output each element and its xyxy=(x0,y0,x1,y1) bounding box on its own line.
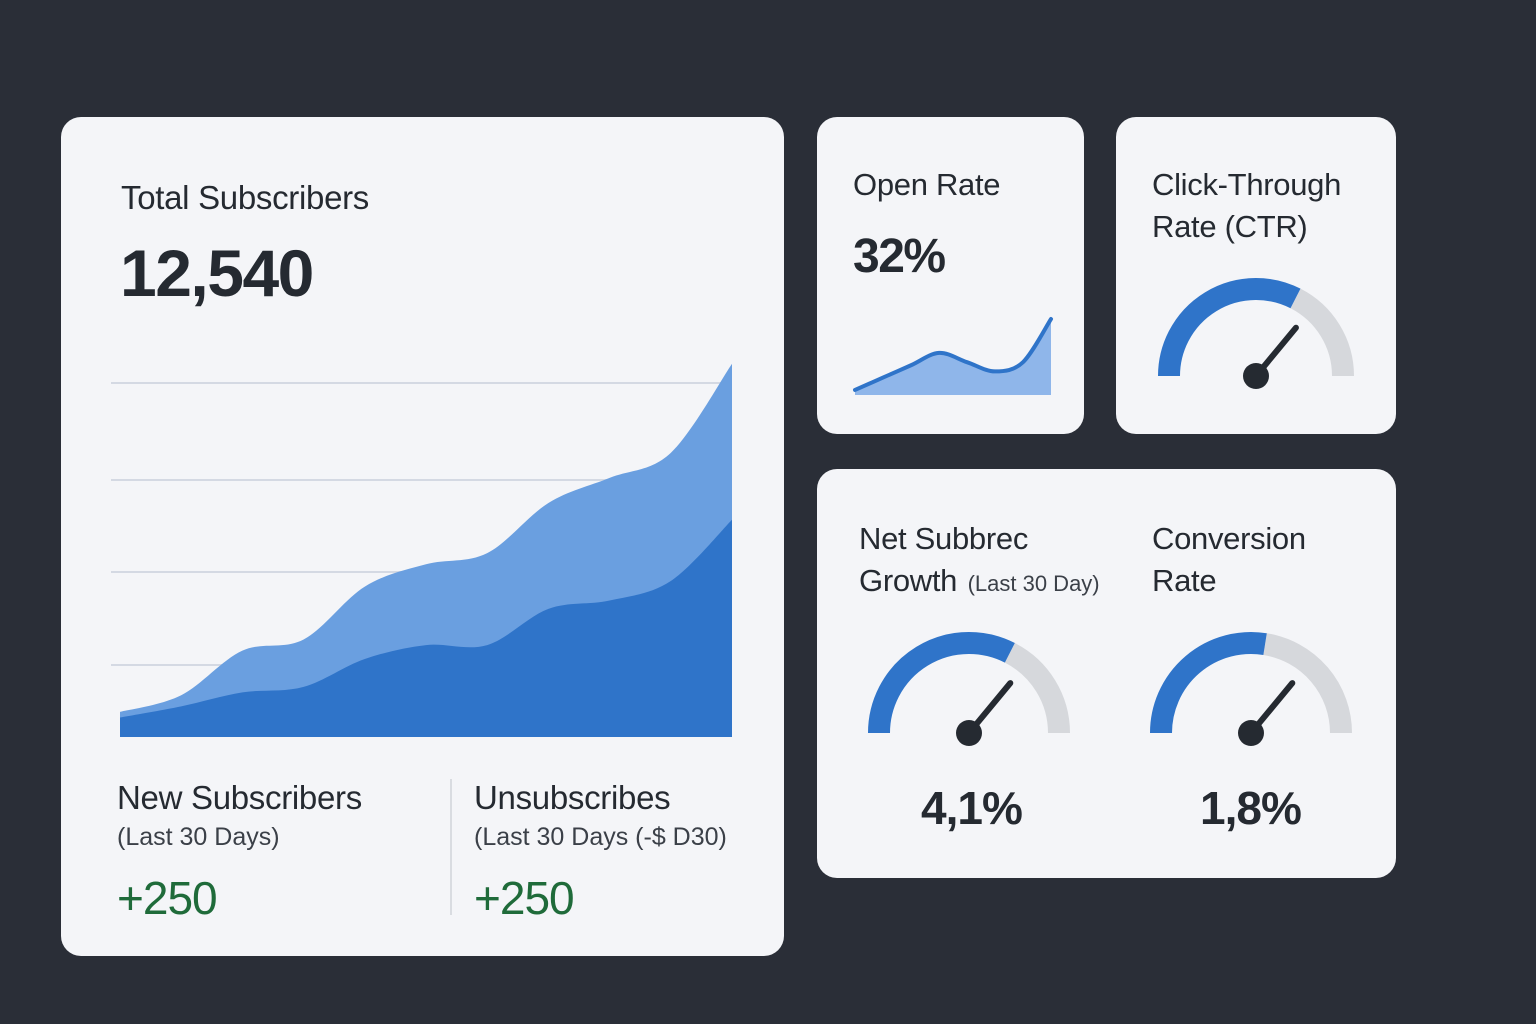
net-growth-period: (Last 30 Day) xyxy=(967,571,1100,596)
conversion-gauge xyxy=(1150,632,1352,746)
ctr-title-line1: Click-Through xyxy=(1152,167,1342,202)
sparkline-line xyxy=(853,317,1053,392)
gauge-hub xyxy=(1238,720,1264,746)
gauge-track xyxy=(1263,633,1352,734)
total-subscribers-area-chart xyxy=(111,363,732,737)
ctr-gauge xyxy=(1158,278,1354,389)
ctr-card: Click-Through Rate (CTR) xyxy=(1116,117,1396,434)
conversion-title-line2: Rate xyxy=(1152,563,1217,598)
unsubscribes-period: (Last 30 Days (-$ D30) xyxy=(474,823,727,851)
gauge-track xyxy=(1004,643,1070,734)
stats-divider xyxy=(450,779,452,915)
new-subscribers-label: New Subscribers xyxy=(117,779,362,816)
net-growth-title-line2: Growth xyxy=(859,563,958,598)
net-growth-title-row: Growth (Last 30 Day) xyxy=(859,563,1100,599)
new-subscribers-period: (Last 30 Days) xyxy=(117,823,280,851)
new-subscribers-value: +250 xyxy=(117,872,218,924)
conversion-value: 1,8% xyxy=(1200,782,1302,834)
net-growth-value: 4,1% xyxy=(921,782,1023,834)
conversion-title-line1: Conversion xyxy=(1152,521,1306,556)
gauge-hub xyxy=(956,720,982,746)
open-rate-sparkline xyxy=(853,317,1053,395)
total-subscribers-title: Total Subscribers xyxy=(121,179,370,216)
gauge-track xyxy=(1290,288,1354,377)
total-subscribers-value: 12,540 xyxy=(120,236,314,310)
gauge-value-arc xyxy=(1150,632,1267,734)
net-growth-title-line1: Net Subbrec xyxy=(859,521,1029,556)
net-growth-gauge xyxy=(868,632,1070,746)
open-rate-title: Open Rate xyxy=(853,167,1001,202)
ctr-title-line2: Rate (CTR) xyxy=(1152,209,1308,244)
area-series-new xyxy=(120,519,732,737)
gauge-hub xyxy=(1243,363,1269,389)
open-rate-value: 32% xyxy=(853,230,946,283)
gauge-value-arc xyxy=(868,632,1015,734)
open-rate-card: Open Rate 32% xyxy=(817,117,1084,434)
unsubscribes-value: +250 xyxy=(474,872,575,924)
unsubscribes-label: Unsubscribes xyxy=(474,779,671,816)
growth-conversion-card: Net Subbrec Growth (Last 30 Day) 4,1% Co… xyxy=(817,469,1396,878)
total-subscribers-card: Total Subscribers 12,540 New Subscribers… xyxy=(61,117,784,956)
gauge-value-arc xyxy=(1158,278,1301,377)
